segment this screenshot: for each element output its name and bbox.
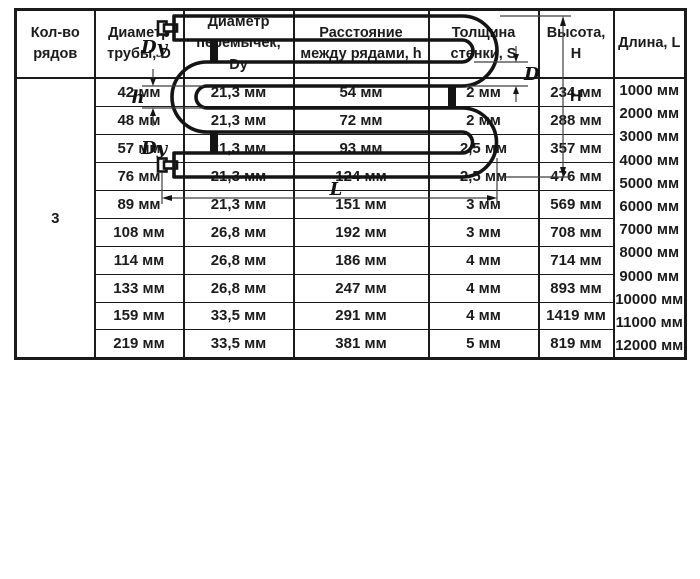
cell-row-spacing: 381 мм bbox=[292, 329, 430, 360]
label-h: h bbox=[131, 87, 144, 108]
cell-jumper-diameter: 33,5 мм bbox=[182, 301, 295, 331]
header-row-spacing: Расстояние между рядами, h bbox=[292, 8, 430, 79]
label-dy-top: Dy bbox=[140, 37, 169, 58]
cell-jumper-diameter: 33,5 мм bbox=[182, 329, 295, 360]
cell-row-spacing: 192 мм bbox=[292, 217, 430, 247]
cell-wall-thickness: 2,5 мм bbox=[427, 161, 540, 191]
table-header: Кол-во рядов Диаметр трубы, D Диаметр пе… bbox=[14, 8, 687, 79]
table-row: 219 мм 33,5 мм 381 мм 5 мм 819 мм bbox=[16, 329, 686, 360]
cell-wall-thickness: 5 мм bbox=[427, 329, 540, 360]
cell-height: 569 мм bbox=[537, 189, 615, 219]
cell-pipe-diameter: 42 мм bbox=[93, 77, 185, 107]
header-jumper-diameter: Диаметр перемычек, Dy bbox=[182, 8, 295, 79]
table-row: 159 мм 33,5 мм 291 мм 4 мм 1419 мм bbox=[16, 301, 686, 331]
label-height: H bbox=[570, 88, 582, 105]
label-d: D bbox=[523, 64, 540, 85]
length-option: 6000 мм bbox=[619, 198, 680, 216]
header-rows-count: Кол-во рядов bbox=[14, 8, 96, 79]
cell-wall-thickness: 3 мм bbox=[427, 189, 540, 219]
table-row: 108 мм 26,8 мм 192 мм 3 мм 708 мм bbox=[16, 217, 686, 247]
cell-height: 1419 мм bbox=[537, 301, 615, 331]
cell-row-spacing: 247 мм bbox=[292, 273, 430, 303]
cell-pipe-diameter: 89 мм bbox=[93, 189, 185, 219]
cell-row-spacing: 54 мм bbox=[292, 77, 430, 107]
cell-jumper-diameter: 21,3 мм bbox=[182, 189, 295, 219]
d-dimension bbox=[466, 46, 528, 102]
header-pipe-diameter: Диаметр трубы, D bbox=[93, 8, 185, 79]
cell-wall-thickness: 4 мм bbox=[427, 273, 540, 303]
cell-pipe-diameter: 219 мм bbox=[93, 329, 185, 360]
header-row: Кол-во рядов Диаметр трубы, D Диаметр пе… bbox=[14, 8, 687, 79]
length-option: 5000 мм bbox=[619, 174, 680, 192]
diagram-canvas: Dy h Dy D H L bbox=[131, 14, 582, 204]
outlet-stub bbox=[162, 160, 179, 170]
cell-row-spacing: 291 мм bbox=[292, 301, 430, 331]
label-dy-bottom: Dy bbox=[140, 138, 169, 159]
cell-wall-thickness: 2 мм bbox=[427, 77, 540, 107]
h-dimension bbox=[142, 69, 204, 126]
jumper-bar-middle-right bbox=[448, 85, 456, 109]
pipe-stubs bbox=[156, 20, 179, 173]
length-option: 11000 мм bbox=[615, 314, 683, 332]
inlet-stub bbox=[162, 23, 179, 33]
serpentine-tube-outline bbox=[170, 14, 499, 179]
label-length: L bbox=[329, 179, 343, 200]
cell-jumper-diameter: 26,8 мм bbox=[182, 245, 295, 275]
dimensions-table: Кол-во рядов Диаметр трубы, D Диаметр пе… bbox=[14, 8, 687, 361]
cell-height: 819 мм bbox=[537, 329, 615, 360]
table-row: 89 мм 21,3 мм 151 мм 3 мм 569 мм bbox=[16, 189, 686, 219]
length-option: 4000 мм bbox=[619, 151, 680, 169]
cell-lengths: 1000 мм 2000 мм 3000 мм 4000 мм 5000 мм … bbox=[612, 77, 687, 360]
length-option: 3000 мм bbox=[619, 128, 680, 146]
cell-height: 708 мм bbox=[537, 217, 615, 247]
length-option: 7000 мм bbox=[619, 221, 680, 239]
header-length: Длина, L bbox=[612, 8, 687, 79]
length-dimension bbox=[161, 158, 498, 204]
cell-pipe-diameter: 114 мм bbox=[93, 245, 185, 275]
length-option: 2000 мм bbox=[619, 105, 680, 123]
cell-wall-thickness: 3 мм bbox=[427, 217, 540, 247]
serpentine-register-diagram: Dy h Dy D H L bbox=[0, 0, 700, 212]
cell-wall-thickness: 4 мм bbox=[427, 301, 540, 331]
length-option: 1000 мм bbox=[619, 82, 680, 99]
table-row: 76 мм 21,3 мм 124 мм 2,5 мм 476 мм bbox=[16, 161, 686, 191]
length-option: 10000 мм bbox=[615, 290, 684, 308]
jumper-bar-bottom-left bbox=[210, 131, 218, 154]
cell-pipe-diameter: 159 мм bbox=[93, 301, 185, 331]
length-option: 8000 мм bbox=[619, 244, 680, 262]
height-dimension bbox=[500, 15, 571, 178]
table-row: 3 42 мм 21,3 мм 54 мм 2 мм 234 мм 1000 м… bbox=[14, 77, 687, 360]
header-height: Высота, H bbox=[537, 8, 615, 79]
cell-pipe-diameter: 108 мм bbox=[93, 217, 185, 247]
cell-pipe-diameter: 133 мм bbox=[93, 273, 185, 303]
cell-row-spacing: 186 мм bbox=[292, 245, 430, 275]
jumper-bar-top-left bbox=[210, 39, 218, 63]
cell-row-spacing: 72 мм bbox=[292, 105, 430, 135]
length-option: 9000 мм bbox=[619, 267, 680, 285]
cell-wall-thickness: 4 мм bbox=[427, 245, 540, 275]
cell-row-spacing: 151 мм bbox=[292, 189, 430, 219]
cell-wall-thickness: 2 мм bbox=[427, 105, 540, 135]
table-row: 114 мм 26,8 мм 186 мм 4 мм 714 мм bbox=[16, 245, 686, 275]
cell-jumper-diameter: 21,3 мм bbox=[182, 133, 295, 163]
header-wall-thickness: Толщина стенки, S bbox=[427, 8, 540, 79]
cell-jumper-diameter: 21,3 мм bbox=[182, 77, 295, 107]
cell-jumper-diameter: 26,8 мм bbox=[182, 217, 295, 247]
table-row: 57 мм 21,3 мм 93 мм 2,5 мм 357 мм bbox=[16, 133, 686, 163]
cell-rows-count: 3 bbox=[14, 77, 96, 360]
cell-height: 714 мм bbox=[537, 245, 615, 275]
cell-jumper-diameter: 21,3 мм bbox=[182, 105, 295, 135]
cell-height: 893 мм bbox=[537, 273, 615, 303]
table-row: 133 мм 26,8 мм 247 мм 4 мм 893 мм bbox=[16, 273, 686, 303]
length-option: 12000 мм bbox=[615, 337, 684, 355]
table-body: 3 42 мм 21,3 мм 54 мм 2 мм 234 мм 1000 м… bbox=[14, 77, 687, 360]
cell-pipe-diameter: 57 мм bbox=[93, 133, 185, 163]
cell-jumper-diameter: 26,8 мм bbox=[182, 273, 295, 303]
